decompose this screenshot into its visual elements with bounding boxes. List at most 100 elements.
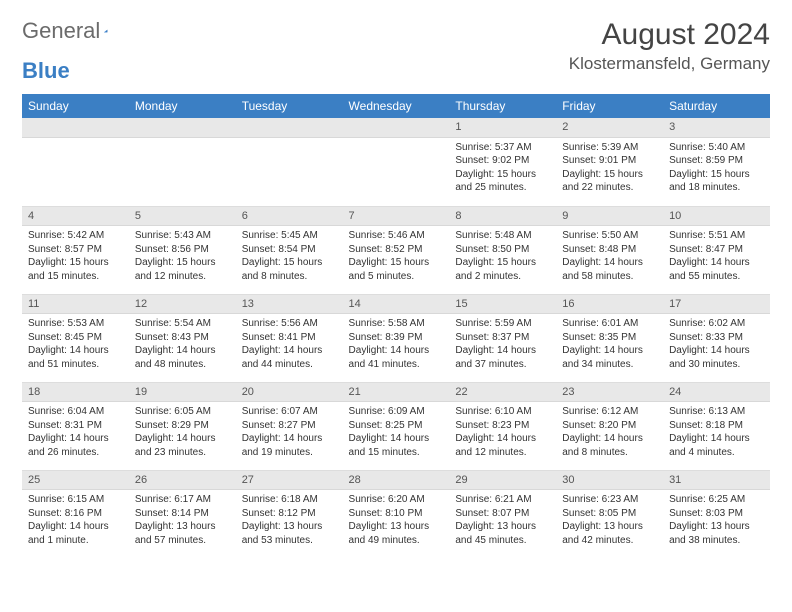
sunrise-line: Sunrise: 5:46 AM [349,229,444,243]
calendar-day: 18Sunrise: 6:04 AMSunset: 8:31 PMDayligh… [22,382,129,470]
sunrise-line: Sunrise: 6:21 AM [455,493,550,507]
day-details: Sunrise: 5:43 AMSunset: 8:56 PMDaylight:… [129,226,236,287]
daylight-line: Daylight: 14 hours and 48 minutes. [135,344,230,371]
day-number: 1 [449,118,556,138]
calendar-day: 21Sunrise: 6:09 AMSunset: 8:25 PMDayligh… [343,382,450,470]
sunrise-line: Sunrise: 6:17 AM [135,493,230,507]
daylight-line: Daylight: 14 hours and 55 minutes. [669,256,764,283]
daylight-line: Daylight: 14 hours and 58 minutes. [562,256,657,283]
day-details: Sunrise: 6:21 AMSunset: 8:07 PMDaylight:… [449,490,556,551]
sunset-line: Sunset: 8:27 PM [242,419,337,433]
day-number: 24 [663,383,770,403]
daylight-line: Daylight: 15 hours and 18 minutes. [669,168,764,195]
day-number [343,118,450,138]
calendar-day: 27Sunrise: 6:18 AMSunset: 8:12 PMDayligh… [236,470,343,558]
calendar-day-empty [343,118,450,206]
logo-text-b: Blue [22,58,70,84]
day-number: 5 [129,207,236,227]
sunset-line: Sunset: 8:10 PM [349,507,444,521]
sunrise-line: Sunrise: 5:37 AM [455,141,550,155]
calendar-day: 26Sunrise: 6:17 AMSunset: 8:14 PMDayligh… [129,470,236,558]
daylight-line: Daylight: 13 hours and 38 minutes. [669,520,764,547]
weekday-row: SundayMondayTuesdayWednesdayThursdayFrid… [22,94,770,118]
sunset-line: Sunset: 8:47 PM [669,243,764,257]
calendar-day: 24 Sunrise: 6:13 AMSunset: 8:18 PMDayligh… [663,382,770,470]
calendar-day: 7Sunrise: 5:46 AMSunset: 8:52 PMDaylight… [343,206,450,294]
day-number: 2 [556,118,663,138]
logo: General [22,18,128,44]
day-details: Sunrise: 5:56 AMSunset: 8:41 PMDaylight:… [236,314,343,375]
daylight-line: Daylight: 15 hours and 8 minutes. [242,256,337,283]
sunrise-line: Sunrise: 5:48 AM [455,229,550,243]
sunrise-line: Sunrise: 6:12 AM [562,405,657,419]
daylight-line: Daylight: 13 hours and 45 minutes. [455,520,550,547]
sunrise-line: Sunrise: 6:13 AM [669,405,764,419]
day-number: 10 [663,207,770,227]
day-number: 29 [449,471,556,491]
day-number: 7 [343,207,450,227]
day-details: Sunrise: 6:07 AMSunset: 8:27 PMDaylight:… [236,402,343,463]
daylight-line: Daylight: 14 hours and 51 minutes. [28,344,123,371]
daylight-line: Daylight: 14 hours and 26 minutes. [28,432,123,459]
sunrise-line: Sunrise: 5:59 AM [455,317,550,331]
day-details: Sunrise: 5:59 AMSunset: 8:37 PMDaylight:… [449,314,556,375]
day-details: Sunrise: 5:54 AMSunset: 8:43 PMDaylight:… [129,314,236,375]
sunset-line: Sunset: 8:48 PM [562,243,657,257]
day-number: 12 [129,295,236,315]
calendar-day: 5Sunrise: 5:43 AMSunset: 8:56 PMDaylight… [129,206,236,294]
day-number [236,118,343,138]
day-number: 21 [343,383,450,403]
calendar-week: 4Sunrise: 5:42 AMSunset: 8:57 PMDaylight… [22,206,770,294]
day-number: 8 [449,207,556,227]
daylight-line: Daylight: 14 hours and 37 minutes. [455,344,550,371]
logo-sail-icon [104,22,108,40]
day-number: 14 [343,295,450,315]
day-details: Sunrise: 5:37 AMSunset: 9:02 PMDaylight:… [449,138,556,199]
sunrise-line: Sunrise: 5:43 AM [135,229,230,243]
sunrise-line: Sunrise: 5:45 AM [242,229,337,243]
day-details: Sunrise: 5:39 AMSunset: 9:01 PMDaylight:… [556,138,663,199]
day-number: 18 [22,383,129,403]
sunset-line: Sunset: 8:25 PM [349,419,444,433]
location: Klostermansfeld, Germany [569,54,770,74]
daylight-line: Daylight: 15 hours and 2 minutes. [455,256,550,283]
sunset-line: Sunset: 8:05 PM [562,507,657,521]
daylight-line: Daylight: 14 hours and 4 minutes. [669,432,764,459]
sunrise-line: Sunrise: 6:05 AM [135,405,230,419]
daylight-line: Daylight: 13 hours and 42 minutes. [562,520,657,547]
daylight-line: Daylight: 14 hours and 15 minutes. [349,432,444,459]
day-number: 19 [129,383,236,403]
calendar-day: 22Sunrise: 6:10 AMSunset: 8:23 PMDayligh… [449,382,556,470]
day-number [22,118,129,138]
daylight-line: Daylight: 14 hours and 8 minutes. [562,432,657,459]
day-details: Sunrise: 5:46 AMSunset: 8:52 PMDaylight:… [343,226,450,287]
sunset-line: Sunset: 8:41 PM [242,331,337,345]
day-details: Sunrise: 6:05 AMSunset: 8:29 PMDaylight:… [129,402,236,463]
calendar-day: 16Sunrise: 6:01 AMSunset: 8:35 PMDayligh… [556,294,663,382]
calendar-day: 13Sunrise: 5:56 AMSunset: 8:41 PMDayligh… [236,294,343,382]
calendar-day: 20Sunrise: 6:07 AMSunset: 8:27 PMDayligh… [236,382,343,470]
calendar-day: 10Sunrise: 5:51 AMSunset: 8:47 PMDayligh… [663,206,770,294]
month-title: August 2024 [569,18,770,52]
calendar-day: 11Sunrise: 5:53 AMSunset: 8:45 PMDayligh… [22,294,129,382]
sunset-line: Sunset: 8:37 PM [455,331,550,345]
day-number: 28 [343,471,450,491]
calendar-day: 8 Sunrise: 5:48 AMSunset: 8:50 PMDaylight… [449,206,556,294]
daylight-line: Daylight: 15 hours and 5 minutes. [349,256,444,283]
sunset-line: Sunset: 8:31 PM [28,419,123,433]
daylight-line: Daylight: 14 hours and 44 minutes. [242,344,337,371]
calendar-week: 25Sunrise: 6:15 AMSunset: 8:16 PMDayligh… [22,470,770,558]
day-number: 26 [129,471,236,491]
calendar-day: 29Sunrise: 6:21 AMSunset: 8:07 PMDayligh… [449,470,556,558]
daylight-line: Daylight: 14 hours and 30 minutes. [669,344,764,371]
sunset-line: Sunset: 8:16 PM [28,507,123,521]
sunrise-line: Sunrise: 5:54 AM [135,317,230,331]
day-number: 11 [22,295,129,315]
sunset-line: Sunset: 8:50 PM [455,243,550,257]
sunrise-line: Sunrise: 5:53 AM [28,317,123,331]
sunset-line: Sunset: 8:18 PM [669,419,764,433]
sunrise-line: Sunrise: 5:56 AM [242,317,337,331]
day-details: Sunrise: 5:42 AMSunset: 8:57 PMDaylight:… [22,226,129,287]
calendar-day: 28Sunrise: 6:20 AMSunset: 8:10 PMDayligh… [343,470,450,558]
daylight-line: Daylight: 14 hours and 12 minutes. [455,432,550,459]
